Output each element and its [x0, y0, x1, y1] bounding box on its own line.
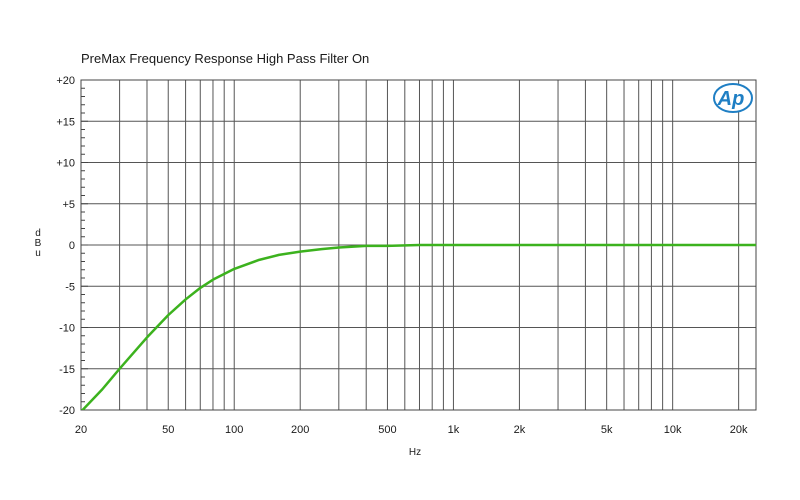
y-axis-label-char: B — [34, 238, 42, 249]
y-tick-label: 0 — [69, 240, 75, 252]
x-tick-label: 2k — [514, 424, 526, 436]
y-tick-label: +15 — [56, 116, 75, 128]
ticks-layer: -20 -15 -10 -5 0 +5 +10 +15 +20 20 50 100 200 500 1k 2k… — [56, 75, 748, 436]
y-tick-label: -10 — [59, 323, 75, 335]
x-tick-label: 20k — [730, 424, 748, 436]
ap-logo: Ap — [713, 83, 753, 113]
x-tick-label: 10k — [664, 424, 682, 436]
x-axis-label: Hz — [408, 447, 422, 458]
x-tick-label: 500 — [378, 424, 396, 436]
series-line — [81, 243, 756, 410]
chart-title: PreMax Frequency Response High Pass Filt… — [81, 51, 370, 66]
y-axis-label-char: u — [35, 248, 41, 259]
series-layer — [81, 243, 756, 410]
y-axis-label-char: d — [35, 228, 41, 239]
x-tick-label: 50 — [162, 424, 174, 436]
x-tick-label: 5k — [601, 424, 613, 436]
x-tick-label: 1k — [448, 424, 460, 436]
x-tick-label: 100 — [225, 424, 243, 436]
y-tick-label: -5 — [65, 281, 75, 293]
x-tick-label: 20 — [75, 424, 87, 436]
y-tick-label: -15 — [59, 364, 75, 376]
y-tick-label: +20 — [56, 75, 75, 87]
logo-text: Ap — [717, 88, 745, 110]
y-tick-label: +5 — [62, 199, 75, 211]
y-tick-label: +10 — [56, 158, 75, 170]
y-tick-label: -20 — [59, 405, 75, 417]
logo-ring — [713, 83, 753, 113]
x-tick-label: 200 — [291, 424, 309, 436]
